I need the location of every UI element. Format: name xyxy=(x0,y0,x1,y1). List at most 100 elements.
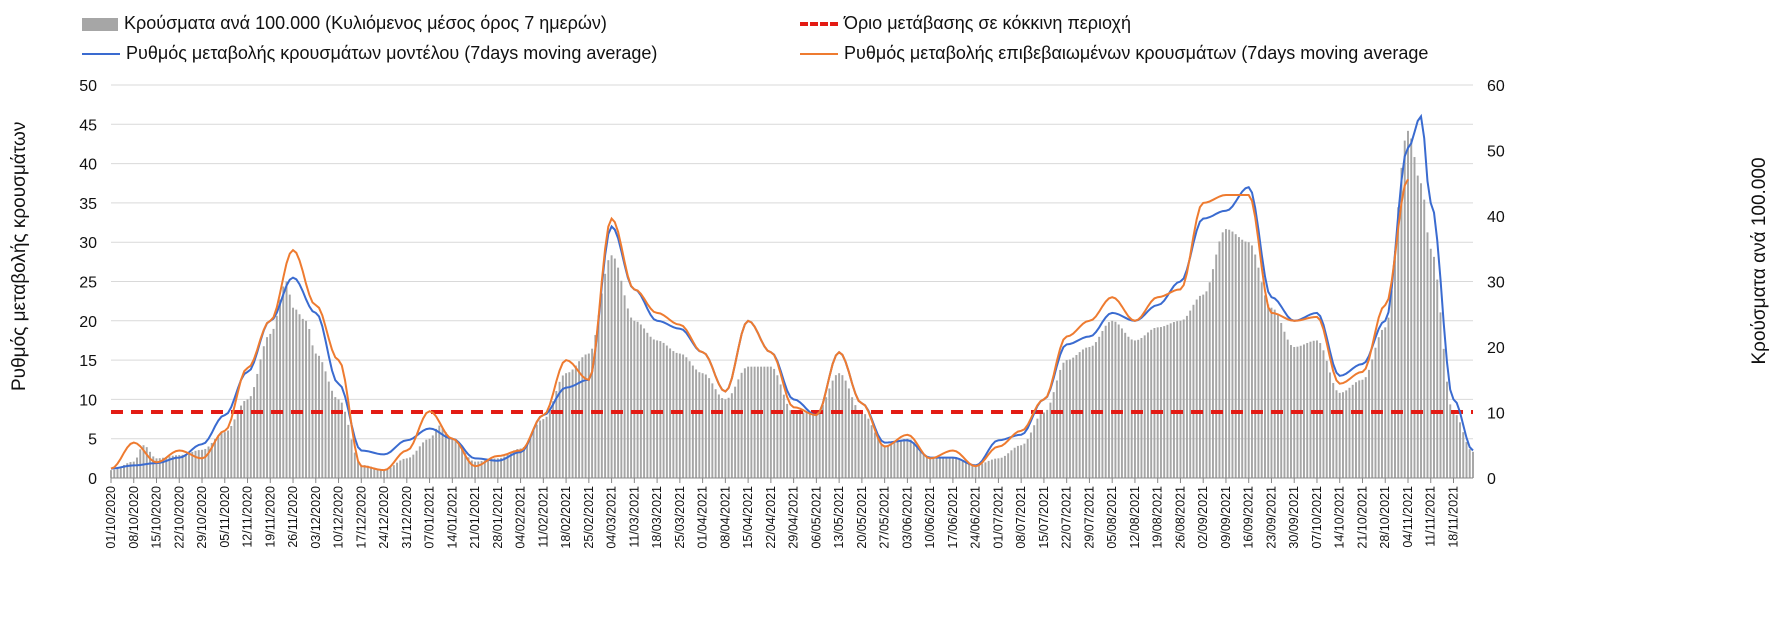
case-bar xyxy=(623,295,626,478)
x-tick-label: 10/06/2021 xyxy=(923,486,937,549)
case-bar xyxy=(691,365,694,478)
case-bar xyxy=(1377,337,1380,478)
case-bar xyxy=(373,467,376,478)
case-bar xyxy=(1055,380,1058,478)
case-bar xyxy=(418,446,421,478)
x-tick-label: 17/12/2020 xyxy=(354,486,368,549)
case-bar xyxy=(451,438,454,478)
case-bar xyxy=(1088,347,1091,478)
left-y-tick: 20 xyxy=(79,314,97,331)
left-y-tick: 0 xyxy=(88,471,97,488)
case-bar xyxy=(1465,441,1468,478)
case-bar xyxy=(292,307,295,478)
case-bar xyxy=(1433,256,1435,478)
case-bar xyxy=(1117,324,1120,478)
case-bar xyxy=(431,435,434,478)
x-tick-label: 15/07/2021 xyxy=(1037,486,1051,549)
x-tick-label: 03/12/2020 xyxy=(309,486,323,549)
case-bar xyxy=(483,460,486,478)
case-bar xyxy=(1065,360,1068,478)
case-bar xyxy=(513,450,516,478)
case-bar xyxy=(123,464,125,478)
case-bar xyxy=(646,332,649,478)
case-bar xyxy=(1189,310,1192,478)
case-bar xyxy=(1039,414,1042,478)
case-bar xyxy=(844,380,847,478)
case-bar xyxy=(259,359,262,478)
case-bar xyxy=(1172,322,1175,478)
case-bar xyxy=(659,341,662,478)
left-y-tick: 35 xyxy=(79,196,97,213)
legend-confirmed: Ρυθμός μεταβολής επιβεβαιωμένων κρουσμάτ… xyxy=(800,43,1428,64)
case-bar xyxy=(571,369,574,478)
x-tick-label: 25/03/2021 xyxy=(673,486,687,549)
case-bar xyxy=(734,386,737,478)
case-bar xyxy=(971,464,974,478)
right-y-tick: 60 xyxy=(1487,78,1505,95)
case-bar xyxy=(600,293,603,478)
case-bar xyxy=(1033,425,1036,478)
case-bar xyxy=(1429,248,1432,478)
case-bar xyxy=(717,394,720,478)
case-bar xyxy=(285,281,288,478)
legend-bars-label: Κρούσματα ανά 100.000 (Κυλιόμενος μέσος … xyxy=(124,13,607,33)
case-bar xyxy=(838,373,841,478)
x-tick-label: 05/08/2021 xyxy=(1105,486,1119,549)
rate-lines xyxy=(110,113,1474,472)
case-bar xyxy=(230,425,233,478)
case-bar xyxy=(724,399,727,478)
case-bar xyxy=(214,439,216,478)
case-bar xyxy=(275,315,278,478)
case-bar xyxy=(188,453,190,478)
case-bar xyxy=(1000,457,1003,478)
case-bar xyxy=(597,315,600,478)
case-bar xyxy=(617,267,620,478)
case-bar xyxy=(295,309,298,478)
case-bar xyxy=(402,458,405,478)
left-y-tick: 15 xyxy=(79,353,97,370)
case-bar xyxy=(1328,372,1331,478)
case-bar xyxy=(561,375,564,478)
case-bar xyxy=(383,469,386,478)
case-bar xyxy=(1016,445,1019,478)
case-bar xyxy=(929,458,932,478)
case-bar xyxy=(1179,320,1182,478)
case-bar xyxy=(1133,340,1136,478)
case-bar xyxy=(539,420,542,478)
case-bar xyxy=(812,412,815,478)
x-tick-label: 29/04/2021 xyxy=(787,486,801,549)
case-bar xyxy=(574,365,577,478)
case-bar xyxy=(1130,339,1133,478)
case-bar xyxy=(727,397,730,478)
case-bar xyxy=(1120,328,1123,478)
x-tick-label: 21/10/2021 xyxy=(1355,486,1369,549)
case-bar xyxy=(974,464,977,478)
case-bar xyxy=(1348,387,1351,478)
case-bar xyxy=(1403,140,1406,478)
case-bar xyxy=(880,443,883,478)
case-bar xyxy=(753,366,756,478)
x-tick-label: 12/08/2021 xyxy=(1128,486,1142,549)
case-bar xyxy=(1234,234,1237,478)
x-tick-label: 29/10/2020 xyxy=(195,486,209,549)
case-bar xyxy=(1442,348,1445,478)
case-bar xyxy=(1335,390,1338,478)
case-bar xyxy=(220,433,223,478)
case-bar xyxy=(815,412,818,478)
case-bar xyxy=(1302,344,1305,478)
case-bar xyxy=(607,260,610,478)
case-bar xyxy=(613,258,616,478)
case-bar xyxy=(714,389,717,478)
case-bar xyxy=(675,352,678,478)
x-tick-label: 18/11/2021 xyxy=(1446,486,1460,548)
case-bar xyxy=(1195,299,1198,478)
right-y-tick: 40 xyxy=(1487,209,1505,226)
case-bar xyxy=(740,372,743,478)
case-bar xyxy=(1423,199,1426,478)
right-y-tick: 0 xyxy=(1487,471,1496,488)
x-tick-label: 31/12/2020 xyxy=(400,486,414,549)
case-bar xyxy=(116,468,119,478)
case-bar xyxy=(1452,412,1455,478)
x-tick-label: 04/03/2021 xyxy=(605,486,619,549)
